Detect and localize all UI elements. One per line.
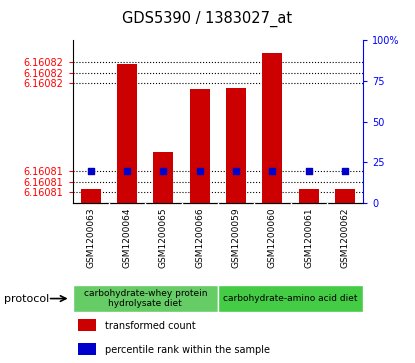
Text: GSM1200060: GSM1200060	[268, 207, 277, 268]
Text: GSM1200062: GSM1200062	[340, 207, 349, 268]
Text: GSM1200064: GSM1200064	[122, 207, 132, 268]
Text: GSM1200065: GSM1200065	[159, 207, 168, 268]
Text: GSM1200061: GSM1200061	[304, 207, 313, 268]
Bar	[335, 189, 355, 203]
Bar	[78, 343, 96, 355]
Text: GSM1200059: GSM1200059	[232, 207, 241, 268]
Bar	[262, 53, 282, 203]
Bar	[154, 152, 173, 203]
Bar	[117, 64, 137, 203]
Bar	[81, 189, 101, 203]
Point	[124, 168, 130, 174]
Bar	[299, 189, 319, 203]
Text: percentile rank within the sample: percentile rank within the sample	[105, 345, 270, 355]
Text: GSM1200066: GSM1200066	[195, 207, 204, 268]
Point	[233, 168, 239, 174]
Bar	[73, 285, 218, 312]
Bar	[218, 285, 363, 312]
Text: GSM1200063: GSM1200063	[86, 207, 95, 268]
Point	[269, 168, 276, 174]
Text: carbohydrate-amino acid diet: carbohydrate-amino acid diet	[223, 294, 358, 303]
Point	[160, 168, 167, 174]
Text: GDS5390 / 1383027_at: GDS5390 / 1383027_at	[122, 11, 293, 27]
Text: carbohydrate-whey protein
hydrolysate diet: carbohydrate-whey protein hydrolysate di…	[83, 289, 207, 308]
Point	[88, 168, 94, 174]
Point	[342, 168, 348, 174]
Text: transformed count: transformed count	[105, 321, 195, 331]
Text: protocol: protocol	[4, 294, 49, 303]
Bar	[226, 88, 246, 203]
Bar	[190, 89, 210, 203]
Point	[196, 168, 203, 174]
Bar	[78, 319, 96, 331]
Point	[305, 168, 312, 174]
